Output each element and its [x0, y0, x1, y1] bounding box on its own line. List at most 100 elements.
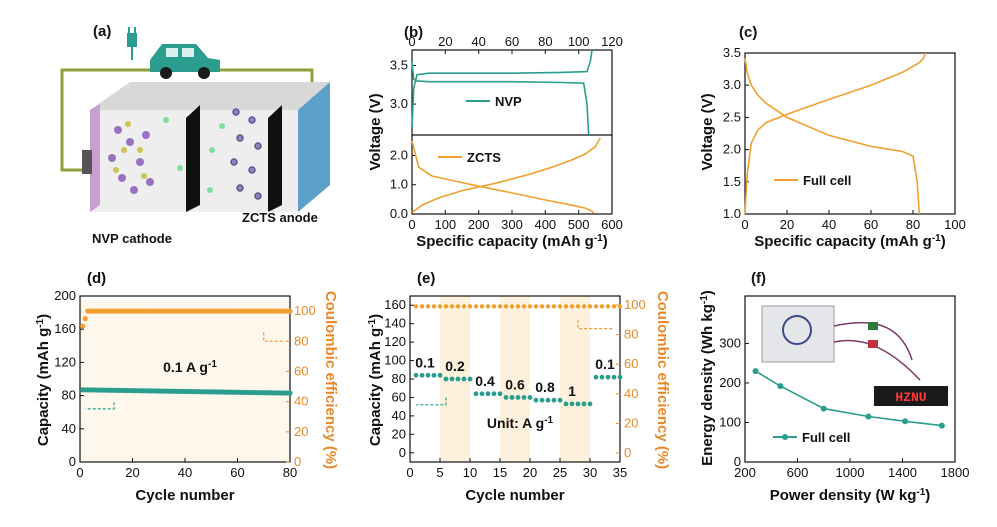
x-top-tick-label: 40 [471, 34, 485, 49]
legend-zcts: ZCTS [467, 150, 501, 165]
y-tick-label: 120 [54, 354, 76, 369]
panel-a-label: (a) [93, 23, 111, 40]
annotation-unit: Unit: A g-1 [487, 415, 554, 431]
y-right-axis-title: Coulombic efficiency (%) [322, 291, 339, 469]
x-tick-label: 0 [76, 465, 83, 480]
y-tick-label: 100 [384, 353, 406, 368]
ce-point [431, 304, 437, 309]
y-tick-label: 0 [69, 454, 76, 469]
ce-point [455, 304, 461, 309]
ce-point [533, 304, 539, 309]
ce-point [539, 304, 545, 309]
y-axis-title: Capacity (mAh g-1) [35, 314, 52, 446]
cathode-label: NVP cathode [92, 231, 172, 246]
capacity-point [527, 395, 533, 400]
x-tick-label: 600 [787, 465, 809, 480]
x-tick-label: 0 [741, 217, 748, 232]
x-tick-label: 400 [534, 217, 556, 232]
y-tick-label: 60 [392, 389, 406, 404]
ce-point [473, 304, 479, 309]
inset-device-card [761, 305, 835, 363]
capacity-point [563, 401, 569, 407]
panel-e: (e)0 5 10 15 20 25 30 3502040608010012014016002… [367, 270, 671, 504]
capacity-point [593, 374, 599, 380]
zcts-curve [411, 137, 601, 214]
ce-point [413, 304, 419, 309]
x-tick-label: 40 [822, 217, 836, 232]
panel-c-label: (c) [739, 24, 757, 41]
legend-marker [782, 434, 788, 440]
x-tick-label: 80 [283, 465, 297, 480]
y-tick-label: 40 [62, 421, 76, 436]
plot-background [80, 300, 290, 462]
capacity-axis-arrow [416, 397, 447, 406]
panel-c-frame [744, 52, 956, 215]
capacity-point [581, 401, 587, 407]
ce-point [563, 304, 569, 309]
ce-point [425, 304, 431, 309]
capacity-point [485, 391, 491, 397]
panel-c: (c) 0 20 40 60 80 100 1.0 1.5 2.0 2.5 3.0 3.5 Full ce… [699, 24, 966, 250]
ce-point [551, 304, 557, 309]
legend-nvp: NVP [495, 94, 522, 109]
capacity-point [443, 376, 449, 382]
zcts-curve [411, 140, 595, 214]
ce-point [617, 304, 623, 309]
x-top-tick-label: 80 [538, 34, 552, 49]
legend-full-cell: Full cell [803, 173, 851, 188]
y-right-tick-label: 80 [624, 327, 638, 342]
capacity-point [425, 372, 431, 378]
x-axis-title: Cycle number [135, 487, 234, 504]
x-axis-title: Specific capacity (mAh g-1) [754, 233, 945, 250]
x-tick-label: 1000 [836, 465, 865, 480]
ce-point [443, 304, 449, 309]
energy-power-point [938, 422, 945, 429]
capacity-axis-arrow [85, 402, 115, 410]
ce-point [593, 304, 599, 309]
capacity-point [521, 395, 527, 400]
ce-point [80, 323, 86, 329]
legend-full-cell: Full cell [802, 430, 850, 445]
capacity-point [557, 397, 563, 403]
ce-point [521, 304, 527, 309]
y-right-tick-label: 20 [294, 424, 308, 439]
y-tick-label: 0.0 [390, 206, 408, 221]
rate-band [560, 296, 590, 462]
x-tick-label: 0 [408, 217, 415, 232]
capacity-point [479, 391, 485, 397]
y-tick-label: 2.0 [390, 147, 408, 162]
ce-point [527, 304, 533, 309]
capacity-point [473, 391, 479, 397]
ce-point [587, 304, 593, 309]
ce-axis-arrow [577, 319, 614, 330]
y-tick-label: 200 [54, 288, 76, 303]
capacity-point [617, 374, 623, 380]
panel-f: (f) 200 600 1000 1400 1800 0 100 200 300 HZNU Full … [699, 270, 969, 504]
y-tick-label: 0 [734, 454, 741, 469]
x-top-tick-label: 0 [408, 34, 415, 49]
ce-point [545, 304, 551, 309]
x-tick-label: 60 [230, 465, 244, 480]
annotation-current: 0.1 A g-1 [163, 359, 217, 375]
ce-point [437, 304, 443, 309]
y-tick-label: 0 [399, 445, 406, 460]
panel-d: (d)0 20 40 60 80040801201602000204060801000.… [35, 270, 339, 504]
panel-f-label: (f) [751, 270, 766, 287]
y-tick-label: 300 [719, 335, 741, 350]
nvp-curve [411, 49, 593, 128]
y-tick-label: 160 [54, 321, 76, 336]
x-tick-label: 500 [568, 217, 590, 232]
panel-d-label: (d) [87, 270, 106, 287]
ce-point [605, 304, 611, 309]
y-axis-title: Energy density (Wh kg-1) [699, 290, 716, 466]
x-top-tick-label: 60 [505, 34, 519, 49]
x-axis-title: Power density (W kg-1) [770, 487, 931, 504]
energy-power-point [902, 418, 909, 425]
y-tick-label: 1.0 [390, 177, 408, 192]
rate-label: 0.2 [445, 358, 465, 374]
capacity-point [545, 397, 551, 403]
energy-power-point [752, 368, 759, 375]
inset-seal [782, 315, 812, 345]
ce-point [503, 304, 509, 309]
ce-point [287, 308, 293, 314]
